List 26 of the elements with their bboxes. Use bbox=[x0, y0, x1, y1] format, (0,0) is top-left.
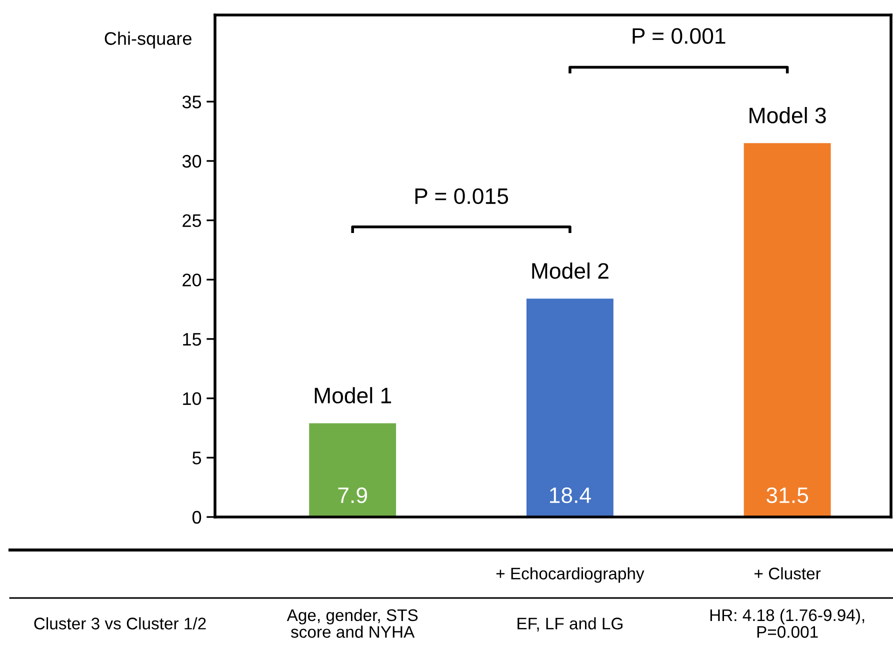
y-tick-label: 0 bbox=[192, 510, 202, 524]
y-tick-label: 35 bbox=[182, 96, 202, 108]
bar bbox=[309, 423, 396, 517]
annotation: P = 0.001 bbox=[632, 28, 726, 44]
x-tick-label: Model 1 bbox=[314, 387, 392, 404]
text: HR: 4.18 (1.76-9.94), P=0.001 bbox=[710, 608, 864, 638]
text: EF, LF and LG bbox=[518, 617, 622, 632]
x-tick-label: Model 2 bbox=[532, 262, 608, 279]
data-label: 31.5 bbox=[766, 487, 808, 504]
text: Age, gender, STS score and NYHA bbox=[286, 608, 418, 638]
text: + Echocardiography bbox=[496, 567, 644, 583]
y-tick-label: 20 bbox=[182, 274, 202, 286]
data-label: 18.4 bbox=[550, 487, 591, 504]
y-tick-label: 5 bbox=[192, 452, 202, 464]
y-tick-label: 30 bbox=[182, 154, 202, 168]
bar bbox=[744, 143, 831, 517]
bar bbox=[526, 298, 614, 517]
y-tick-label: 15 bbox=[183, 333, 202, 346]
y-axis-title: Chi-square bbox=[104, 32, 192, 49]
annotation: P = 0.015 bbox=[415, 188, 508, 204]
text: Cluster 3 vs Cluster 1/2 bbox=[34, 617, 206, 630]
y-tick-label: 10 bbox=[183, 392, 202, 406]
x-tick-label: Model 3 bbox=[750, 107, 826, 124]
y-tick-label: 25 bbox=[182, 214, 202, 228]
text: + Cluster bbox=[754, 567, 821, 580]
data-label: 7.9 bbox=[338, 487, 367, 504]
